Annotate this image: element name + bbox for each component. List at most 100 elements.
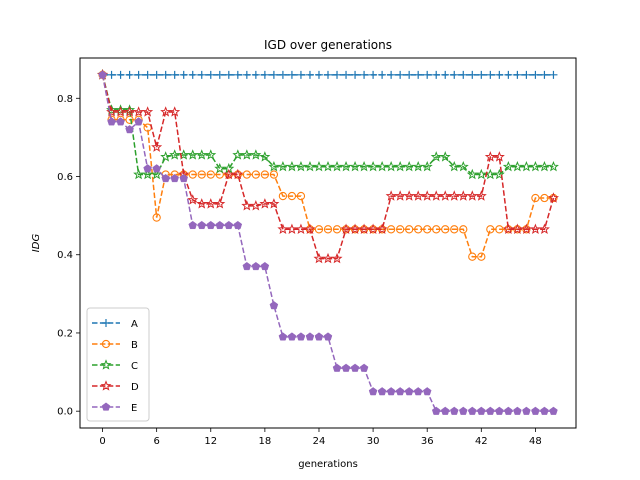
series-c-point [241, 149, 253, 160]
series-e-point [413, 387, 423, 396]
series-e-point [116, 117, 125, 126]
series-a-point [441, 70, 450, 79]
series-e-point [278, 332, 288, 341]
series-c-point [385, 160, 397, 172]
series-d-point [106, 106, 118, 117]
series-d-point [430, 190, 442, 201]
series-b-point [197, 170, 206, 179]
series-a-point [305, 70, 314, 79]
series-e-point [431, 406, 441, 415]
series-d-point [520, 223, 532, 234]
series-a-point [287, 70, 296, 79]
y-axis-ticks: 0.0 0.2 0.4 0.6 0.8 [57, 94, 80, 418]
series-e-point [197, 220, 207, 230]
series-d-point [403, 190, 415, 201]
series-b-point [251, 170, 261, 179]
series-d-point [358, 223, 370, 234]
series-b-point [450, 225, 459, 234]
series-d-point [313, 252, 325, 264]
series-c-point [331, 160, 343, 172]
series-a-point [143, 70, 152, 79]
legend-label-b: B [131, 340, 138, 351]
series-e [98, 70, 558, 415]
series-d-point [349, 223, 361, 234]
series-d-point [466, 190, 478, 201]
series-d-point [151, 141, 163, 152]
series-e-point [440, 406, 450, 415]
series-a-point [414, 70, 423, 79]
series-b-point [188, 170, 197, 179]
series-d-point [277, 223, 289, 234]
series-b-point [260, 170, 270, 179]
series-b-point [152, 213, 161, 222]
x-tick-label: 12 [204, 436, 217, 447]
series-e-point [495, 406, 504, 415]
legend-marker-a [102, 319, 110, 327]
series-e-point [314, 332, 324, 341]
series-d-point [232, 168, 244, 180]
series-e-point [134, 117, 143, 126]
series-a-point [296, 70, 305, 79]
series-e-point [332, 363, 342, 372]
series-c-point [358, 160, 370, 172]
series-d-point [169, 106, 181, 117]
series-a-point [486, 70, 495, 79]
series-a-point [333, 70, 342, 79]
series-e-point [341, 363, 351, 372]
series-a-point [224, 70, 233, 79]
series-a-point [351, 70, 360, 79]
series-b-point [459, 225, 468, 234]
series-a-point [495, 70, 504, 79]
legend-label-c: C [131, 361, 138, 372]
series-c-point [205, 149, 217, 160]
series-c-point [511, 160, 523, 172]
x-tick-label: 6 [153, 436, 159, 447]
series-c-point [286, 160, 298, 172]
axes-frame [79, 57, 577, 429]
legend-label-e: E [131, 403, 137, 414]
series-a-point [396, 70, 405, 79]
series-e-point [486, 406, 495, 415]
series-d-point [259, 198, 271, 209]
series-d-point [484, 151, 496, 162]
series-a-point [522, 70, 531, 79]
legend-marker-d [100, 380, 112, 391]
series-d-point [340, 223, 352, 234]
series-d-point [160, 106, 172, 117]
series-c-point [421, 160, 433, 172]
series-b-point [386, 225, 396, 234]
series-b-point [206, 170, 215, 179]
series-e-point [251, 261, 261, 271]
series-d-point [538, 223, 550, 234]
series-d-point [304, 223, 316, 234]
series-e-point [98, 70, 107, 79]
series-c-point [169, 149, 181, 160]
x-axis-title: generations [298, 459, 358, 470]
series-c-point [412, 160, 424, 172]
series-a-point [540, 70, 549, 79]
legend-item-a: A [92, 319, 138, 330]
series-c-point [304, 160, 316, 172]
series-a-point [242, 70, 251, 79]
y-tick-label: 0.2 [57, 328, 73, 339]
x-tick-label: 30 [367, 436, 380, 447]
y-axis-title: IDG [31, 234, 42, 253]
series-e-point [422, 387, 432, 396]
series-layer [97, 69, 559, 415]
x-tick-label: 24 [313, 436, 326, 447]
series-c-point [259, 151, 271, 162]
series-d-point [295, 223, 307, 234]
series-a-point [513, 70, 522, 79]
series-b-point [540, 193, 549, 203]
series-c-point [430, 151, 442, 162]
series-a-point [269, 70, 278, 79]
series-a-point [197, 70, 206, 79]
series-e-point [305, 332, 315, 341]
legend-label-a: A [131, 319, 138, 330]
series-d-point [367, 223, 379, 234]
series-d-point [457, 190, 469, 201]
series-a-point [549, 70, 558, 79]
series-e-point [170, 173, 179, 183]
series-e-point [477, 406, 486, 415]
series-d-point [502, 223, 514, 234]
